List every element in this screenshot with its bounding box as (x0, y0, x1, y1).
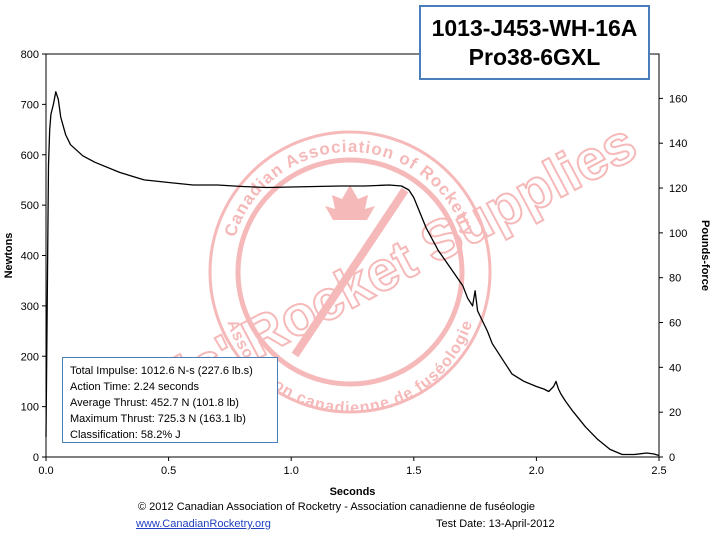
motor-casing: Pro38-6GXL (468, 43, 601, 70)
y-axis-label: Newtons (3, 233, 15, 279)
y-tick-label: 700 (21, 99, 39, 111)
watermark-maple-leaf-icon (325, 185, 375, 220)
motor-designation: 1013-J453-WH-16A (431, 14, 638, 41)
y2-tick-label: 120 (669, 183, 687, 195)
y-tick-label: 300 (21, 301, 39, 313)
y2-tick-label: 140 (669, 138, 687, 150)
watermark-rocket-line (291, 187, 409, 358)
thrust-curve-line (45, 91, 660, 457)
x-tick-label: 2.5 (651, 465, 666, 477)
axes-group: 0 100 200 300 400 500 600 700 800 0 20 40 60 80 100 120… (3, 49, 711, 498)
classification: Classification: 58.2% J (70, 429, 181, 441)
action-time: Action Time: 2.24 seconds (70, 381, 200, 393)
maximum-thrust: Maximum Thrust: 725.3 N (163.1 lb) (70, 413, 246, 425)
y-tick-label: 100 (21, 402, 39, 414)
y-tick-label: 800 (21, 49, 39, 61)
website-link[interactable]: www.CanadianRocketry.org (136, 518, 271, 530)
y-tick-label: 400 (21, 251, 39, 263)
x-tick-label: 2.0 (529, 465, 544, 477)
x-tick-label: 1.5 (406, 465, 421, 477)
x-tick-label: 0.0 (38, 465, 53, 477)
x-tick-label: 1.0 (284, 465, 299, 477)
y2-tick-label: 160 (669, 93, 687, 105)
stats-box: Total Impulse: 1012.6 N-s (227.6 lb.s) A… (62, 357, 278, 443)
test-date: Test Date: 13-April-2012 (436, 518, 555, 530)
average-thrust: Average Thrust: 452.7 N (101.8 lb) (70, 397, 239, 409)
y-tick-label: 500 (21, 200, 39, 212)
y-tick-label: 600 (21, 150, 39, 162)
copyright-text: © 2012 Canadian Association of Rocketry … (138, 501, 536, 513)
y-tick-label: 0 (33, 452, 39, 464)
y2-tick-label: 60 (669, 318, 681, 330)
watermark-seal-outer-ring (208, 130, 492, 414)
y2-axis-label: Pounds-force (699, 220, 711, 291)
y2-tick-label: 40 (669, 362, 681, 374)
y2-tick-label: 80 (669, 273, 681, 285)
total-impulse: Total Impulse: 1012.6 N-s (227.6 lb.s) (70, 365, 253, 377)
motor-title-box: 1013-J453-WH-16A Pro38-6GXL (419, 5, 650, 80)
x-axis-label: Seconds (330, 486, 376, 498)
watermark-seal-inner-ring (235, 157, 465, 387)
y2-tick-label: 20 (669, 407, 681, 419)
x-tick-label: 0.5 (161, 465, 176, 477)
y2-tick-label: 100 (669, 228, 687, 240)
y-tick-label: 200 (21, 351, 39, 363)
y2-tick-label: 0 (669, 452, 675, 464)
